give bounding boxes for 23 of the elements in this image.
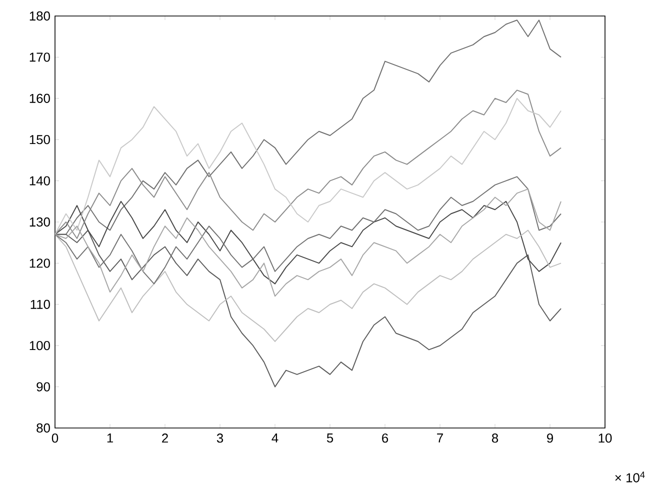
x-tick-label: 3 [216,434,224,443]
y-tick-label: 80 [36,423,50,433]
y-tick-label: 100 [30,341,50,350]
text: × 10$^{4}$ [615,472,645,482]
x-tick-label: 9 [547,434,553,443]
y-tick-label: 180 [30,11,50,21]
x-tick-label: 0 [52,434,58,443]
x-tick-label: 8 [492,434,498,443]
y-tick-label: 140 [30,176,50,186]
x-tick-label: 10 [598,434,612,443]
y-tick-label: 110 [30,300,50,309]
x-tick-label: 4 [272,434,278,442]
y-tick-label: 130 [30,217,50,227]
y-tick-label: 150 [30,135,50,144]
x-tick-label: 1 [107,434,113,442]
y-tick-label: 170 [30,52,50,62]
y-tick-label: 90 [36,382,50,392]
x-tick-label: 6 [382,434,388,443]
y-tick-label: 120 [30,258,50,268]
x-tick-label: 7 [437,434,443,442]
x-tick-label: 5 [326,434,334,443]
x-tick-label: 2 [162,434,168,443]
y-tick-label: 160 [30,94,50,103]
